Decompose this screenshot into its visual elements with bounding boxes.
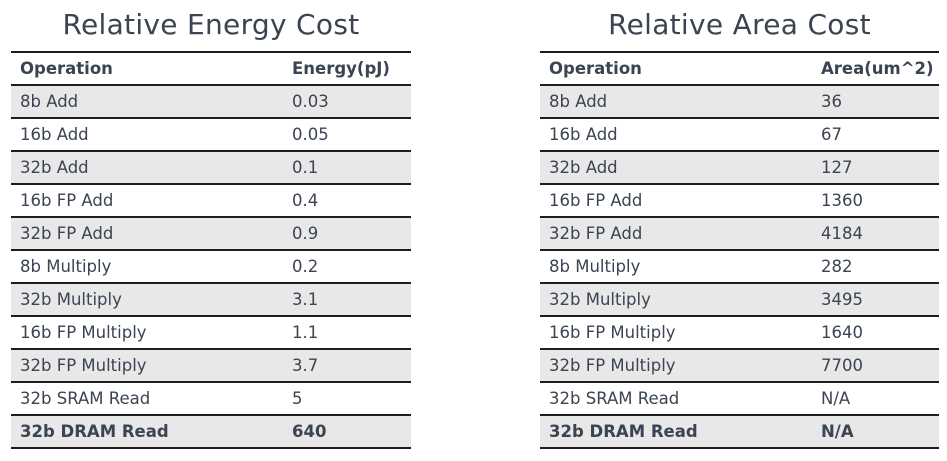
operation-cell: 8b Add bbox=[11, 85, 283, 119]
energy-value-cell: 0.1 bbox=[283, 151, 411, 185]
area-value-cell: 127 bbox=[812, 151, 939, 185]
operation-cell: 32b FP Add bbox=[540, 217, 812, 251]
area-value-cell: 67 bbox=[812, 118, 939, 152]
operation-cell: 16b Add bbox=[540, 118, 812, 152]
table-row: 32b FP Multiply 7700 bbox=[540, 349, 939, 383]
energy-cost-table: Operation Energy(pJ) 8b Add 0.03 16b Add 0.… bbox=[11, 51, 411, 449]
energy-value-cell: 0.03 bbox=[283, 85, 411, 119]
column-header-energy: Energy(pJ) bbox=[283, 52, 411, 86]
area-value-cell: 7700 bbox=[812, 349, 939, 383]
table-header-row: Operation Area(um^2) bbox=[540, 52, 939, 86]
energy-value-cell: 1.1 bbox=[283, 316, 411, 350]
table-row: 16b FP Multiply 1.1 bbox=[11, 316, 411, 350]
table-row: 16b FP Multiply 1640 bbox=[540, 316, 939, 350]
energy-value-cell: 0.2 bbox=[283, 250, 411, 284]
table-row: 16b Add 0.05 bbox=[11, 118, 411, 152]
operation-cell: 32b DRAM Read bbox=[540, 415, 812, 449]
column-header-operation: Operation bbox=[540, 52, 812, 86]
operation-cell: 8b Multiply bbox=[540, 250, 812, 284]
energy-value-cell: 3.1 bbox=[283, 283, 411, 317]
table-row: 32b FP Multiply 3.7 bbox=[11, 349, 411, 383]
table-row: 32b SRAM Read 5 bbox=[11, 382, 411, 416]
table-row: 32b DRAM Read N/A bbox=[540, 415, 939, 449]
area-value-cell: 282 bbox=[812, 250, 939, 284]
table-row: 32b SRAM Read N/A bbox=[540, 382, 939, 416]
energy-value-cell: 0.05 bbox=[283, 118, 411, 152]
column-header-area: Area(um^2) bbox=[812, 52, 939, 86]
operation-cell: 16b Add bbox=[11, 118, 283, 152]
table-row: 32b Add 127 bbox=[540, 151, 939, 185]
energy-value-cell: 0.9 bbox=[283, 217, 411, 251]
area-cost-table: Operation Area(um^2) 8b Add 36 16b Add 67 32… bbox=[540, 51, 939, 449]
operation-cell: 16b FP Multiply bbox=[540, 316, 812, 350]
table-row: 32b Add 0.1 bbox=[11, 151, 411, 185]
table-row: 16b Add 67 bbox=[540, 118, 939, 152]
operation-cell: 32b SRAM Read bbox=[11, 382, 283, 416]
area-value-cell: N/A bbox=[812, 415, 939, 449]
area-value-cell: 1640 bbox=[812, 316, 939, 350]
operation-cell: 32b FP Multiply bbox=[11, 349, 283, 383]
energy-cost-panel: Relative Energy Cost Operation Energy(pJ… bbox=[11, 0, 411, 449]
energy-table-body: 8b Add 0.03 16b Add 0.05 32b Add 0.1 16b FP Ad… bbox=[11, 85, 411, 449]
energy-value-cell: 640 bbox=[283, 415, 411, 449]
area-value-cell: N/A bbox=[812, 382, 939, 416]
table-row: 32b Multiply 3.1 bbox=[11, 283, 411, 317]
operation-cell: 16b FP Add bbox=[540, 184, 812, 218]
operation-cell: 32b SRAM Read bbox=[540, 382, 812, 416]
area-value-cell: 1360 bbox=[812, 184, 939, 218]
table-row: 32b FP Add 4184 bbox=[540, 217, 939, 251]
column-header-operation: Operation bbox=[11, 52, 283, 86]
table-row: 8b Multiply 282 bbox=[540, 250, 939, 284]
area-cost-panel: Relative Area Cost Operation Area(um^2) … bbox=[540, 0, 939, 449]
table-row: 8b Add 36 bbox=[540, 85, 939, 119]
operation-cell: 16b FP Add bbox=[11, 184, 283, 218]
energy-value-cell: 3.7 bbox=[283, 349, 411, 383]
operation-cell: 32b Multiply bbox=[540, 283, 812, 317]
table-row: 8b Add 0.03 bbox=[11, 85, 411, 119]
table-row: 32b DRAM Read 640 bbox=[11, 415, 411, 449]
table-row: 16b FP Add 0.4 bbox=[11, 184, 411, 218]
energy-table-title: Relative Energy Cost bbox=[62, 8, 360, 41]
area-table-body: 8b Add 36 16b Add 67 32b Add 127 16b FP Add 136… bbox=[540, 85, 939, 449]
area-value-cell: 3495 bbox=[812, 283, 939, 317]
energy-value-cell: 0.4 bbox=[283, 184, 411, 218]
area-table-title: Relative Area Cost bbox=[608, 8, 871, 41]
energy-value-cell: 5 bbox=[283, 382, 411, 416]
area-value-cell: 36 bbox=[812, 85, 939, 119]
operation-cell: 32b Multiply bbox=[11, 283, 283, 317]
operation-cell: 32b DRAM Read bbox=[11, 415, 283, 449]
area-value-cell: 4184 bbox=[812, 217, 939, 251]
table-row: 8b Multiply 0.2 bbox=[11, 250, 411, 284]
operation-cell: 32b Add bbox=[11, 151, 283, 185]
operation-cell: 16b FP Multiply bbox=[11, 316, 283, 350]
operation-cell: 32b FP Add bbox=[11, 217, 283, 251]
table-row: 16b FP Add 1360 bbox=[540, 184, 939, 218]
operation-cell: 32b FP Multiply bbox=[540, 349, 812, 383]
table-row: 32b FP Add 0.9 bbox=[11, 217, 411, 251]
operation-cell: 8b Multiply bbox=[11, 250, 283, 284]
operation-cell: 32b Add bbox=[540, 151, 812, 185]
table-header-row: Operation Energy(pJ) bbox=[11, 52, 411, 86]
operation-cell: 8b Add bbox=[540, 85, 812, 119]
table-row: 32b Multiply 3495 bbox=[540, 283, 939, 317]
